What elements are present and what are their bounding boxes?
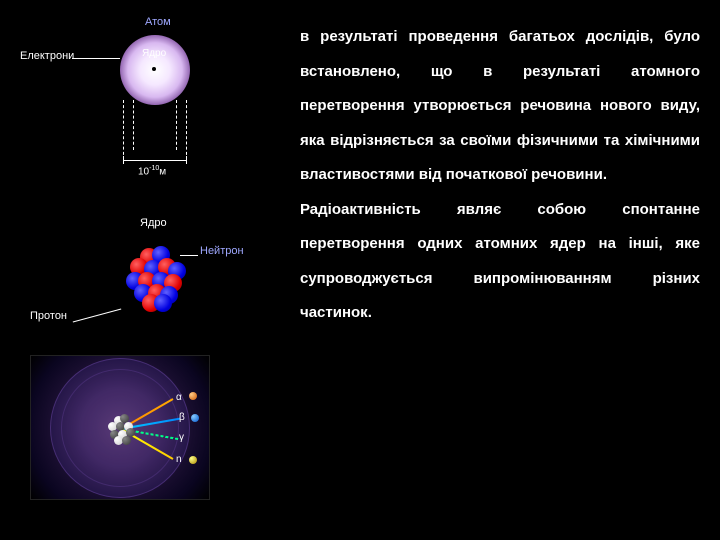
- atom-diagram: Атом Електрони Ядро 10-10м: [20, 10, 280, 210]
- alpha-particle-icon: [189, 392, 197, 400]
- scale-bar: [123, 160, 187, 161]
- nucleus-top-label: Ядро: [142, 48, 166, 59]
- nucleus-cluster: [120, 240, 190, 310]
- core-nucleon: [122, 436, 131, 445]
- radiation-core: [104, 412, 136, 444]
- atom-label: Атом: [145, 16, 171, 28]
- neutron-particle-icon: [189, 456, 197, 464]
- zoom-dash-line: [133, 100, 134, 150]
- atom-core-dot: [152, 67, 156, 71]
- scale-label: 10-10м: [138, 165, 166, 177]
- n-label: n: [176, 454, 182, 465]
- electrons-label: Електрони: [20, 50, 74, 62]
- text-column: в результаті проведення багатьох досліді…: [300, 20, 700, 331]
- zoom-dash-line: [186, 100, 187, 160]
- radiation-diagram: α β γ n: [30, 355, 210, 500]
- zoom-dash-line: [176, 100, 177, 150]
- paragraph-2: Радіоактивність являє собою спонтанне пе…: [300, 193, 700, 331]
- beta-particle-icon: [191, 414, 199, 422]
- neutron-sphere: [154, 294, 172, 312]
- nucleus-label: Ядро: [140, 217, 167, 229]
- neutron-label: Нейтрон: [200, 245, 244, 257]
- proton-label: Протон: [30, 310, 67, 322]
- alpha-label: α: [176, 392, 182, 403]
- proton-pointer-line: [73, 309, 122, 323]
- electron-pointer-line: [72, 58, 120, 59]
- paragraph-1: в результаті проведення багатьох досліді…: [300, 20, 700, 193]
- zoom-dash-line: [123, 100, 124, 160]
- gamma-label: γ: [179, 432, 184, 443]
- nucleus-diagram: Ядро Нейтрон Протон: [20, 215, 280, 345]
- beta-label: β: [179, 412, 185, 423]
- left-diagram-column: Атом Електрони Ядро 10-10м Ядро Нейтрон …: [20, 10, 280, 345]
